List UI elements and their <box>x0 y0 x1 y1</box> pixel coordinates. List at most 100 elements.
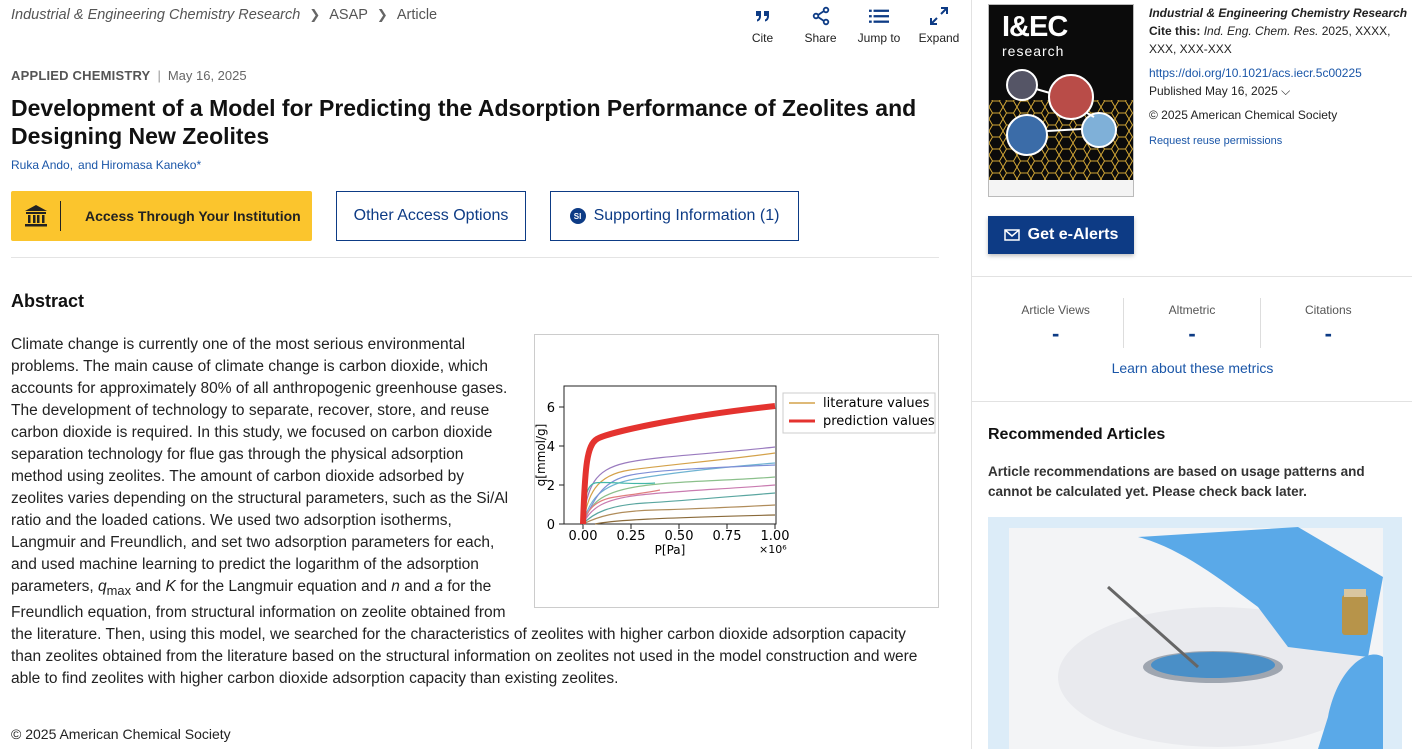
x-ticks: 0.00 0.25 0.50 0.75 1.00 <box>569 524 790 544</box>
lab-photo-ad[interactable] <box>988 517 1402 749</box>
article-sidebar: I&EC research Industrial & Engineering C… <box>971 0 1412 749</box>
access-institution-button[interactable]: Access Through Your Institution <box>11 191 312 241</box>
literature-curve <box>582 504 776 525</box>
get-alerts-label: Get e-Alerts <box>1027 226 1119 243</box>
list-icon <box>869 9 889 23</box>
literature-curve <box>582 464 776 525</box>
si-badge-icon: SI <box>569 208 586 224</box>
expand-button[interactable]: Expand <box>910 6 968 45</box>
citation-block: Industrial & Engineering Chemistry Resea… <box>1149 4 1411 150</box>
metric-label: Citations <box>1304 303 1352 317</box>
y-ticks: 0 2 4 6 <box>547 401 564 533</box>
metric-value: - <box>1324 321 1332 346</box>
toc-graphic[interactable]: 0 2 4 6 0.00 0.25 0.50 0.75 1.00 <box>534 334 939 608</box>
adsorption-isotherm-chart: 0 2 4 6 0.00 0.25 0.50 0.75 1.00 <box>534 385 936 557</box>
cite-label: Cite <box>751 31 774 45</box>
abstract-var: n <box>391 578 400 595</box>
metric-label: Altmetric <box>1168 303 1216 317</box>
metric-article-views: Article Views - <box>988 298 1125 348</box>
abstract-var: K <box>165 578 176 595</box>
cover-footer <box>989 180 1133 196</box>
cite-journal: Ind. Eng. Chem. Res. <box>1203 24 1319 38</box>
abstract-copyright: © 2025 American Chemical Society <box>11 726 231 742</box>
envelope-icon <box>1003 229 1020 241</box>
x-tick-label: 0.00 <box>569 529 598 544</box>
abstract-var: a <box>434 578 444 595</box>
share-button[interactable]: Share <box>793 6 848 45</box>
jump-to-button[interactable]: Jump to <box>851 6 907 45</box>
y-tick-label: 0 <box>547 518 555 533</box>
x-tick-label: 0.50 <box>665 529 694 544</box>
journal-cover[interactable]: I&EC research <box>988 4 1134 197</box>
y-tick-label: 2 <box>547 479 555 494</box>
cover-brand: I&EC <box>1002 11 1068 43</box>
metric-citations: Citations - <box>1261 298 1396 348</box>
article-main: Industrial & Engineering Chemistry Resea… <box>11 6 971 742</box>
literature-curve <box>582 489 661 525</box>
x-tick-label: 0.75 <box>713 529 742 544</box>
jump-to-label: Jump to <box>857 31 901 45</box>
legend-prediction: prediction values <box>823 414 935 429</box>
chevron-right-icon: ❯ <box>376 7 388 22</box>
x-tick-label: 1.00 <box>761 529 790 544</box>
breadcrumb-journal[interactable]: Industrial & Engineering Chemistry Resea… <box>11 7 301 23</box>
breadcrumb: Industrial & Engineering Chemistry Resea… <box>11 7 437 23</box>
y-tick-label: 6 <box>547 401 555 416</box>
cite-label: Cite this: <box>1149 24 1201 38</box>
cite-rest: 2025, XXXX, XXX, XXX-XXX <box>1149 24 1391 56</box>
abstract-part: and <box>131 578 166 595</box>
sidebar-journal[interactable]: Industrial & Engineering Chemistry Resea… <box>1149 6 1408 20</box>
breadcrumb-type: Article <box>396 7 438 23</box>
abstract-var: q <box>98 578 107 595</box>
supporting-info-button[interactable]: SI Supporting Information (1) <box>550 191 799 241</box>
literature-curve <box>582 452 776 525</box>
abstract-heading: Abstract <box>11 291 85 311</box>
divider <box>11 257 939 258</box>
institution-icon <box>11 201 61 231</box>
chevron-right-icon: ❯ <box>309 7 321 22</box>
article-category[interactable]: APPLIED CHEMISTRY <box>11 68 151 83</box>
expand-icon <box>930 7 948 25</box>
author-link[interactable]: Hiromasa Kaneko* <box>101 158 202 172</box>
share-icon <box>812 6 829 26</box>
abstract-part: Climate change is currently one of the m… <box>11 336 509 595</box>
other-access-button[interactable]: Other Access Options <box>336 191 526 241</box>
share-label: Share <box>804 31 837 45</box>
published-date: Published May 16, 2025 <box>1149 84 1278 98</box>
literature-curve <box>594 514 776 525</box>
divider <box>972 401 1412 402</box>
literature-curve <box>582 492 776 525</box>
metric-value: - <box>1052 321 1060 346</box>
literature-curve <box>582 484 776 525</box>
chevron-down-icon: ⌵ <box>1281 84 1291 98</box>
abstract-part: and <box>399 578 435 595</box>
metric-altmetric: Altmetric - <box>1124 298 1261 348</box>
prediction-curve <box>580 403 776 525</box>
divider <box>972 276 1412 277</box>
legend-literature: literature values <box>823 396 930 411</box>
author-link[interactable]: Ruka Ando, <box>11 158 74 172</box>
reuse-permissions-link[interactable]: Request reuse permissions <box>1149 135 1283 147</box>
article-meta: APPLIED CHEMISTRY | May 16, 2025 <box>11 68 247 83</box>
x-axis-label: P[Pa] <box>655 543 686 557</box>
author-conjunction: and <box>78 158 99 172</box>
published-toggle[interactable]: Published May 16, 2025 ⌵ <box>1149 82 1411 100</box>
doi-link[interactable]: https://doi.org/10.1021/acs.iecr.5c00225 <box>1149 66 1362 80</box>
abstract-text: 0 2 4 6 0.00 0.25 0.50 0.75 1.00 <box>11 334 939 690</box>
get-alerts-button[interactable]: Get e-Alerts <box>988 216 1134 254</box>
article-title: Development of a Model for Predicting th… <box>11 95 917 149</box>
article-toolbar: Cite Share Jump to Expand <box>735 6 971 45</box>
cite-button[interactable]: Cite <box>735 6 790 45</box>
legend-box <box>782 392 936 434</box>
breadcrumb-section[interactable]: ASAP <box>329 7 368 23</box>
x-tick-label: 0.25 <box>617 529 646 544</box>
y-axis-label: q[mmol/g] <box>535 424 548 487</box>
supporting-info-label: Supporting Information (1) <box>593 207 780 224</box>
lab-photo <box>1009 527 1383 749</box>
learn-metrics-link[interactable]: Learn about these metrics <box>1111 360 1274 376</box>
literature-curve <box>582 446 776 525</box>
metric-label: Article Views <box>1021 303 1090 317</box>
metric-value: - <box>1188 321 1196 346</box>
expand-label: Expand <box>918 31 960 45</box>
article-date: May 16, 2025 <box>167 68 247 83</box>
